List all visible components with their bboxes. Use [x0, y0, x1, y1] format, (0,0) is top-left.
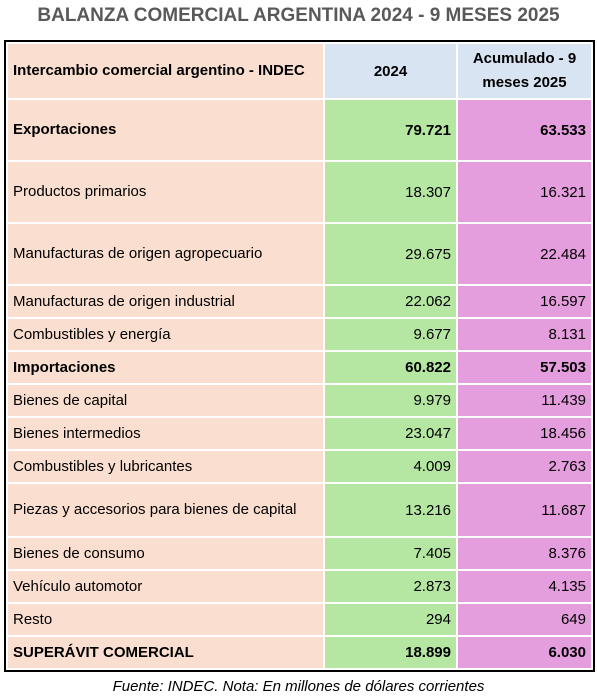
- value-2024: 9.979: [323, 383, 458, 418]
- table-row: Bienes de capital 9.979 11.439: [6, 383, 593, 418]
- row-label: Vehículo automotor: [6, 569, 325, 604]
- header-2025: Acumulado - 9 meses 2025: [456, 42, 593, 100]
- row-label: Manufacturas de origen industrial: [6, 284, 325, 319]
- row-label: Importaciones: [6, 350, 325, 385]
- row-label: Bienes intermedios: [6, 416, 325, 451]
- table-row: Bienes intermedios 23.047 18.456: [6, 416, 593, 451]
- table-row: Manufacturas de origen industrial 22.062…: [6, 284, 593, 319]
- value-2024: 29.675: [323, 222, 458, 286]
- row-label: Resto: [6, 602, 325, 637]
- table-row: Manufacturas de origen agropecuario 29.6…: [6, 222, 593, 286]
- value-2024: 18.307: [323, 160, 458, 224]
- value-2025: 18.456: [456, 416, 593, 451]
- value-2025: 57.503: [456, 350, 593, 385]
- value-2025: 649: [456, 602, 593, 637]
- value-2025: 16.321: [456, 160, 593, 224]
- value-2024: 22.062: [323, 284, 458, 319]
- value-2024: 294: [323, 602, 458, 637]
- row-label: Piezas y accesorios para bienes de capit…: [6, 482, 325, 538]
- header-concept: Intercambio comercial argentino - INDEC: [6, 42, 325, 100]
- header-2024: 2024: [323, 42, 458, 100]
- value-2024: 9.677: [323, 317, 458, 352]
- value-2024: 18.899: [323, 635, 458, 670]
- row-label: Combustibles y energía: [6, 317, 325, 352]
- value-2024: 7.405: [323, 536, 458, 571]
- value-2024: 79.721: [323, 98, 458, 162]
- page-title: BALANZA COMERCIAL ARGENTINA 2024 - 9 MES…: [37, 5, 560, 26]
- value-2024: 23.047: [323, 416, 458, 451]
- value-2025: 4.135: [456, 569, 593, 604]
- table-row: Bienes de consumo 7.405 8.376: [6, 536, 593, 571]
- value-2025: 22.484: [456, 222, 593, 286]
- trade-balance-table: Intercambio comercial argentino - INDEC …: [4, 40, 595, 672]
- row-label: Bienes de consumo: [6, 536, 325, 571]
- value-2025: 16.597: [456, 284, 593, 319]
- value-2025: 8.131: [456, 317, 593, 352]
- row-label: SUPERÁVIT COMERCIAL: [6, 635, 325, 670]
- table-row: Combustibles y lubricantes 4.009 2.763: [6, 449, 593, 484]
- table-row: Productos primarios 18.307 16.321: [6, 160, 593, 224]
- table-row: Combustibles y energía 9.677 8.131: [6, 317, 593, 352]
- table-row: Piezas y accesorios para bienes de capit…: [6, 482, 593, 538]
- row-label: Manufacturas de origen agropecuario: [6, 222, 325, 286]
- table-row: Exportaciones 79.721 63.533: [6, 98, 593, 162]
- table-row: SUPERÁVIT COMERCIAL 18.899 6.030: [6, 635, 593, 670]
- value-2025: 63.533: [456, 98, 593, 162]
- table-row: Importaciones 60.822 57.503: [6, 350, 593, 385]
- value-2025: 6.030: [456, 635, 593, 670]
- value-2024: 4.009: [323, 449, 458, 484]
- value-2025: 8.376: [456, 536, 593, 571]
- source-note: Fuente: INDEC. Nota: En millones de dóla…: [112, 678, 485, 695]
- value-2024: 13.216: [323, 482, 458, 538]
- row-label: Bienes de capital: [6, 383, 325, 418]
- row-label: Exportaciones: [6, 98, 325, 162]
- value-2025: 11.439: [456, 383, 593, 418]
- table-row: Resto 294 649: [6, 602, 593, 637]
- row-label: Combustibles y lubricantes: [6, 449, 325, 484]
- value-2024: 60.822: [323, 350, 458, 385]
- table-row: Vehículo automotor 2.873 4.135: [6, 569, 593, 604]
- value-2024: 2.873: [323, 569, 458, 604]
- value-2025: 2.763: [456, 449, 593, 484]
- header-row: Intercambio comercial argentino - INDEC …: [6, 42, 593, 100]
- value-2025: 11.687: [456, 482, 593, 538]
- row-label: Productos primarios: [6, 160, 325, 224]
